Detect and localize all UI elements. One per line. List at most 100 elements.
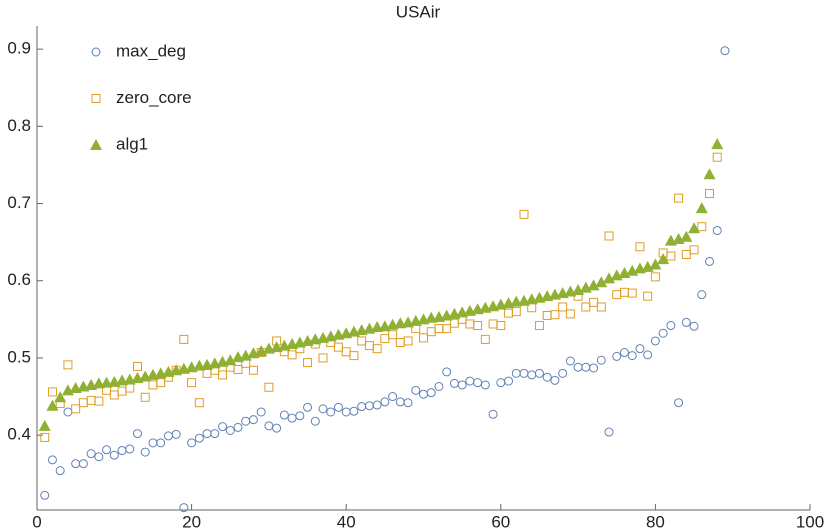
point xyxy=(666,251,676,261)
point xyxy=(102,445,112,455)
point xyxy=(148,380,158,390)
point xyxy=(241,416,251,426)
point xyxy=(40,490,50,500)
point xyxy=(604,427,614,437)
point xyxy=(712,226,722,236)
x-tick-label: 80 xyxy=(646,512,665,531)
point xyxy=(364,341,374,351)
y-tick-label: 0.4 xyxy=(7,425,31,444)
point xyxy=(187,378,197,388)
point xyxy=(619,348,629,358)
point xyxy=(156,438,166,448)
point xyxy=(395,337,405,347)
point xyxy=(596,355,606,365)
point xyxy=(349,406,359,416)
point xyxy=(47,387,57,397)
point xyxy=(419,333,428,343)
point xyxy=(287,413,297,423)
point xyxy=(357,336,367,346)
point xyxy=(264,421,274,431)
point xyxy=(194,433,204,443)
point xyxy=(627,351,637,361)
legend-marker xyxy=(90,139,102,150)
point xyxy=(380,397,390,407)
point xyxy=(550,375,560,385)
point xyxy=(643,291,653,301)
point xyxy=(224,354,237,366)
point xyxy=(589,363,599,373)
point xyxy=(94,396,104,406)
point xyxy=(649,258,662,270)
point xyxy=(519,209,529,219)
point xyxy=(225,425,235,435)
y-tick-label: 0.9 xyxy=(7,39,31,58)
point xyxy=(171,429,181,439)
point xyxy=(63,407,73,417)
point xyxy=(705,189,715,199)
point xyxy=(496,378,506,388)
point xyxy=(434,324,444,334)
point xyxy=(46,399,59,411)
point xyxy=(612,290,622,300)
point xyxy=(558,302,568,312)
point xyxy=(596,302,606,312)
point xyxy=(697,290,707,300)
point xyxy=(457,380,467,390)
point xyxy=(47,455,57,465)
point xyxy=(395,397,405,407)
point xyxy=(279,410,289,420)
legend-label: zero_core xyxy=(116,88,192,107)
point xyxy=(125,444,135,454)
point xyxy=(63,360,73,370)
chart-title: USAir xyxy=(396,2,441,21)
point xyxy=(256,407,266,417)
point xyxy=(372,344,382,354)
point xyxy=(681,317,691,327)
point xyxy=(248,415,258,425)
point xyxy=(534,368,544,378)
point xyxy=(595,276,608,288)
point xyxy=(318,404,328,414)
point xyxy=(411,385,421,395)
x-tick-label: 60 xyxy=(491,512,510,531)
point xyxy=(511,368,521,378)
point xyxy=(419,389,428,399)
point xyxy=(480,334,490,344)
point xyxy=(40,432,50,442)
x-tick-label: 20 xyxy=(182,512,201,531)
point xyxy=(109,450,119,460)
point xyxy=(248,365,258,375)
point xyxy=(163,431,173,441)
point xyxy=(589,297,599,307)
point xyxy=(117,446,127,456)
point xyxy=(542,372,552,382)
point xyxy=(140,392,150,402)
point xyxy=(635,344,645,354)
point xyxy=(380,334,390,344)
point xyxy=(504,308,514,318)
point xyxy=(233,422,243,432)
point xyxy=(210,429,220,439)
legend-marker xyxy=(91,47,101,57)
point xyxy=(681,249,691,259)
point xyxy=(565,356,575,366)
point xyxy=(179,503,189,513)
point xyxy=(71,459,81,469)
point xyxy=(403,398,413,408)
point xyxy=(194,398,204,408)
point xyxy=(357,402,367,412)
point xyxy=(349,351,359,361)
point xyxy=(703,168,716,180)
point xyxy=(310,416,320,426)
point xyxy=(697,222,707,232)
point xyxy=(287,350,297,360)
point xyxy=(612,351,622,361)
point xyxy=(303,358,313,368)
x-tick-label: 40 xyxy=(337,512,356,531)
point xyxy=(581,302,591,312)
point xyxy=(442,367,452,377)
point xyxy=(711,138,724,150)
point xyxy=(650,272,660,282)
point xyxy=(689,321,699,331)
